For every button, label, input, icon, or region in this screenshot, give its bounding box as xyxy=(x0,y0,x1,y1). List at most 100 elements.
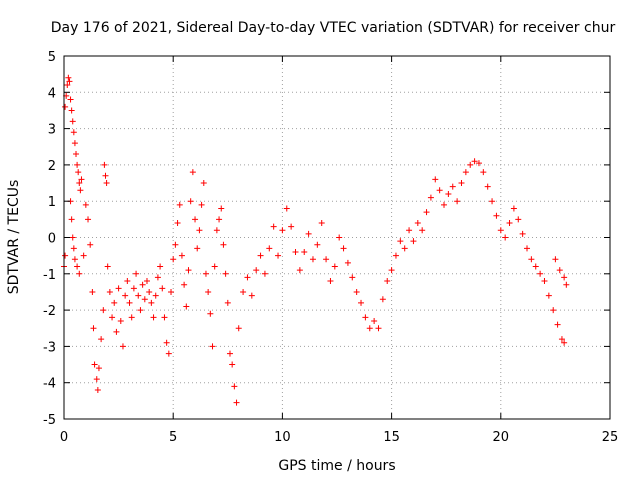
data-point xyxy=(270,223,277,230)
data-point xyxy=(484,183,491,190)
chart-title: Day 176 of 2021, Sidereal Day-to-day VTE… xyxy=(51,20,616,36)
data-point xyxy=(71,256,78,263)
data-point xyxy=(85,216,92,223)
data-point xyxy=(233,399,240,406)
data-point xyxy=(532,263,539,270)
data-point xyxy=(133,270,140,277)
data-point xyxy=(528,256,535,263)
data-point xyxy=(336,234,343,241)
data-point xyxy=(150,314,157,321)
data-point xyxy=(73,151,80,158)
data-point xyxy=(94,386,101,393)
data-point xyxy=(69,118,76,125)
data-point xyxy=(288,223,295,230)
data-point xyxy=(462,169,469,176)
data-point xyxy=(292,249,299,256)
data-point xyxy=(209,343,216,350)
data-point xyxy=(231,383,238,390)
data-point xyxy=(194,245,201,252)
data-point xyxy=(90,325,97,332)
data-point xyxy=(515,216,522,223)
data-point xyxy=(159,285,166,292)
data-point xyxy=(176,201,183,208)
axis-ticks: 0 5 10 15 20 25 -5 -4 -3 -2 -1 0 1 2 3 4 5 xyxy=(43,50,618,445)
data-point xyxy=(556,267,563,274)
data-point xyxy=(168,288,175,295)
data-point xyxy=(154,274,161,281)
data-point xyxy=(414,219,421,226)
data-point xyxy=(449,183,456,190)
y-tick-label: -1 xyxy=(43,268,56,283)
data-point xyxy=(126,299,133,306)
data-point xyxy=(371,317,378,324)
data-point xyxy=(64,82,71,89)
data-point xyxy=(454,198,461,205)
data-point xyxy=(71,140,78,147)
data-point xyxy=(323,256,330,263)
data-point xyxy=(427,194,434,201)
data-point xyxy=(314,241,321,248)
data-point xyxy=(76,270,83,277)
data-point xyxy=(502,234,509,241)
data-point xyxy=(148,299,155,306)
data-point xyxy=(240,288,247,295)
data-point xyxy=(423,209,430,216)
data-point xyxy=(172,241,179,248)
y-tick-label: -2 xyxy=(43,304,56,319)
data-point xyxy=(115,285,122,292)
data-point xyxy=(224,299,231,306)
data-point xyxy=(122,292,129,299)
data-point xyxy=(152,292,159,299)
data-point xyxy=(537,270,544,277)
data-point xyxy=(229,361,236,368)
data-point xyxy=(200,180,207,187)
data-point xyxy=(220,241,227,248)
data-point xyxy=(100,307,107,314)
y-tick-label: 3 xyxy=(48,123,56,138)
data-point xyxy=(545,292,552,299)
data-point xyxy=(558,336,565,343)
y-tick-label: 2 xyxy=(48,159,56,174)
y-tick-label: 4 xyxy=(48,86,56,101)
data-point xyxy=(75,169,82,176)
data-point xyxy=(226,350,233,357)
x-tick-label: 15 xyxy=(383,430,400,445)
data-point xyxy=(74,161,81,168)
data-point xyxy=(146,288,153,295)
data-point xyxy=(419,227,426,234)
data-point xyxy=(257,252,264,259)
data-point xyxy=(178,252,185,259)
data-point xyxy=(68,216,75,223)
data-point xyxy=(524,245,531,252)
data-point xyxy=(183,303,190,310)
data-point xyxy=(235,325,242,332)
data-point xyxy=(211,263,218,270)
data-point xyxy=(266,245,273,252)
data-point xyxy=(410,238,417,245)
data-point xyxy=(189,169,196,176)
data-point xyxy=(519,230,526,237)
data-point xyxy=(185,267,192,274)
data-point xyxy=(76,180,83,187)
data-point xyxy=(253,267,260,274)
data-point xyxy=(432,176,439,183)
x-tick-label: 20 xyxy=(493,430,510,445)
data-point xyxy=(143,278,150,285)
data-point xyxy=(296,267,303,274)
x-axis-label: GPS time / hours xyxy=(278,458,395,474)
data-point xyxy=(66,78,73,85)
data-point xyxy=(340,245,347,252)
data-point xyxy=(467,161,474,168)
data-point xyxy=(218,205,225,212)
data-point xyxy=(458,180,465,187)
data-point xyxy=(349,274,356,281)
data-point xyxy=(497,227,504,234)
data-point xyxy=(65,74,72,81)
data-point xyxy=(106,288,113,295)
data-point xyxy=(261,270,268,277)
data-point xyxy=(102,172,109,179)
data-point xyxy=(552,256,559,263)
x-tick-label: 10 xyxy=(274,430,291,445)
